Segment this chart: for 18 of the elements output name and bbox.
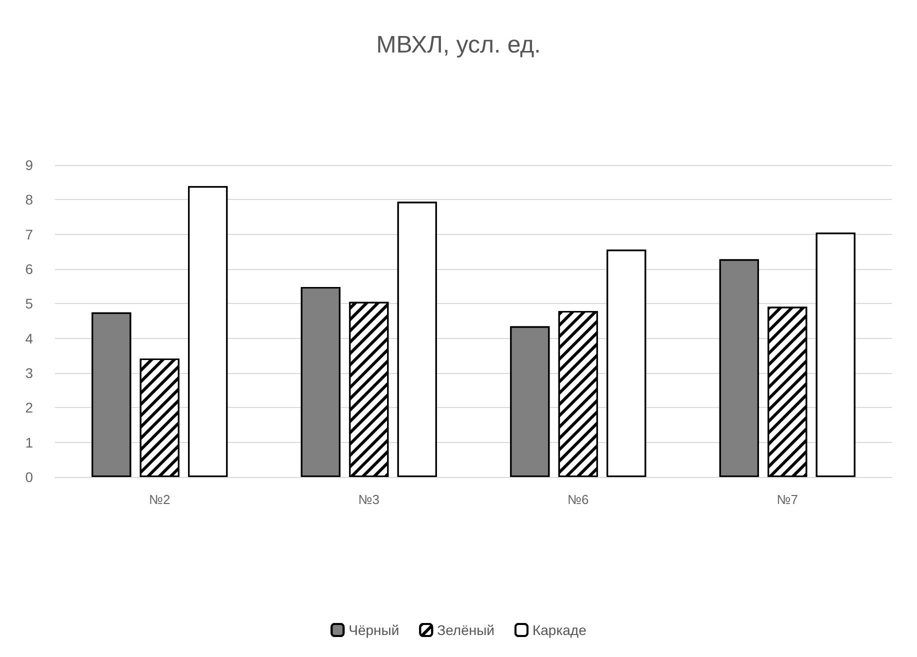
legend-label: Каркаде: [532, 622, 587, 638]
y-tick-label: 2: [25, 400, 34, 416]
x-tick-label: №7: [776, 492, 798, 507]
y-tick-label: 8: [25, 192, 34, 208]
y-tick-label: 1: [25, 434, 34, 450]
legend-label: Зелёный: [437, 622, 494, 638]
y-tick-label: 4: [25, 330, 34, 346]
x-tick-label: №6: [568, 492, 589, 507]
y-tick-label: 9: [25, 157, 34, 173]
y-tick-label: 0: [25, 469, 34, 485]
x-tick-label: №2: [149, 492, 170, 507]
legend-label: Чёрный: [348, 622, 400, 638]
y-tick-label: 7: [25, 226, 34, 242]
chart-title: МВХЛ, усл. ед.: [376, 32, 541, 58]
y-tick-label: 3: [25, 365, 34, 381]
x-tick-label: №3: [358, 492, 380, 507]
y-tick-label: 5: [25, 296, 34, 312]
y-tick-label: 6: [25, 261, 34, 277]
